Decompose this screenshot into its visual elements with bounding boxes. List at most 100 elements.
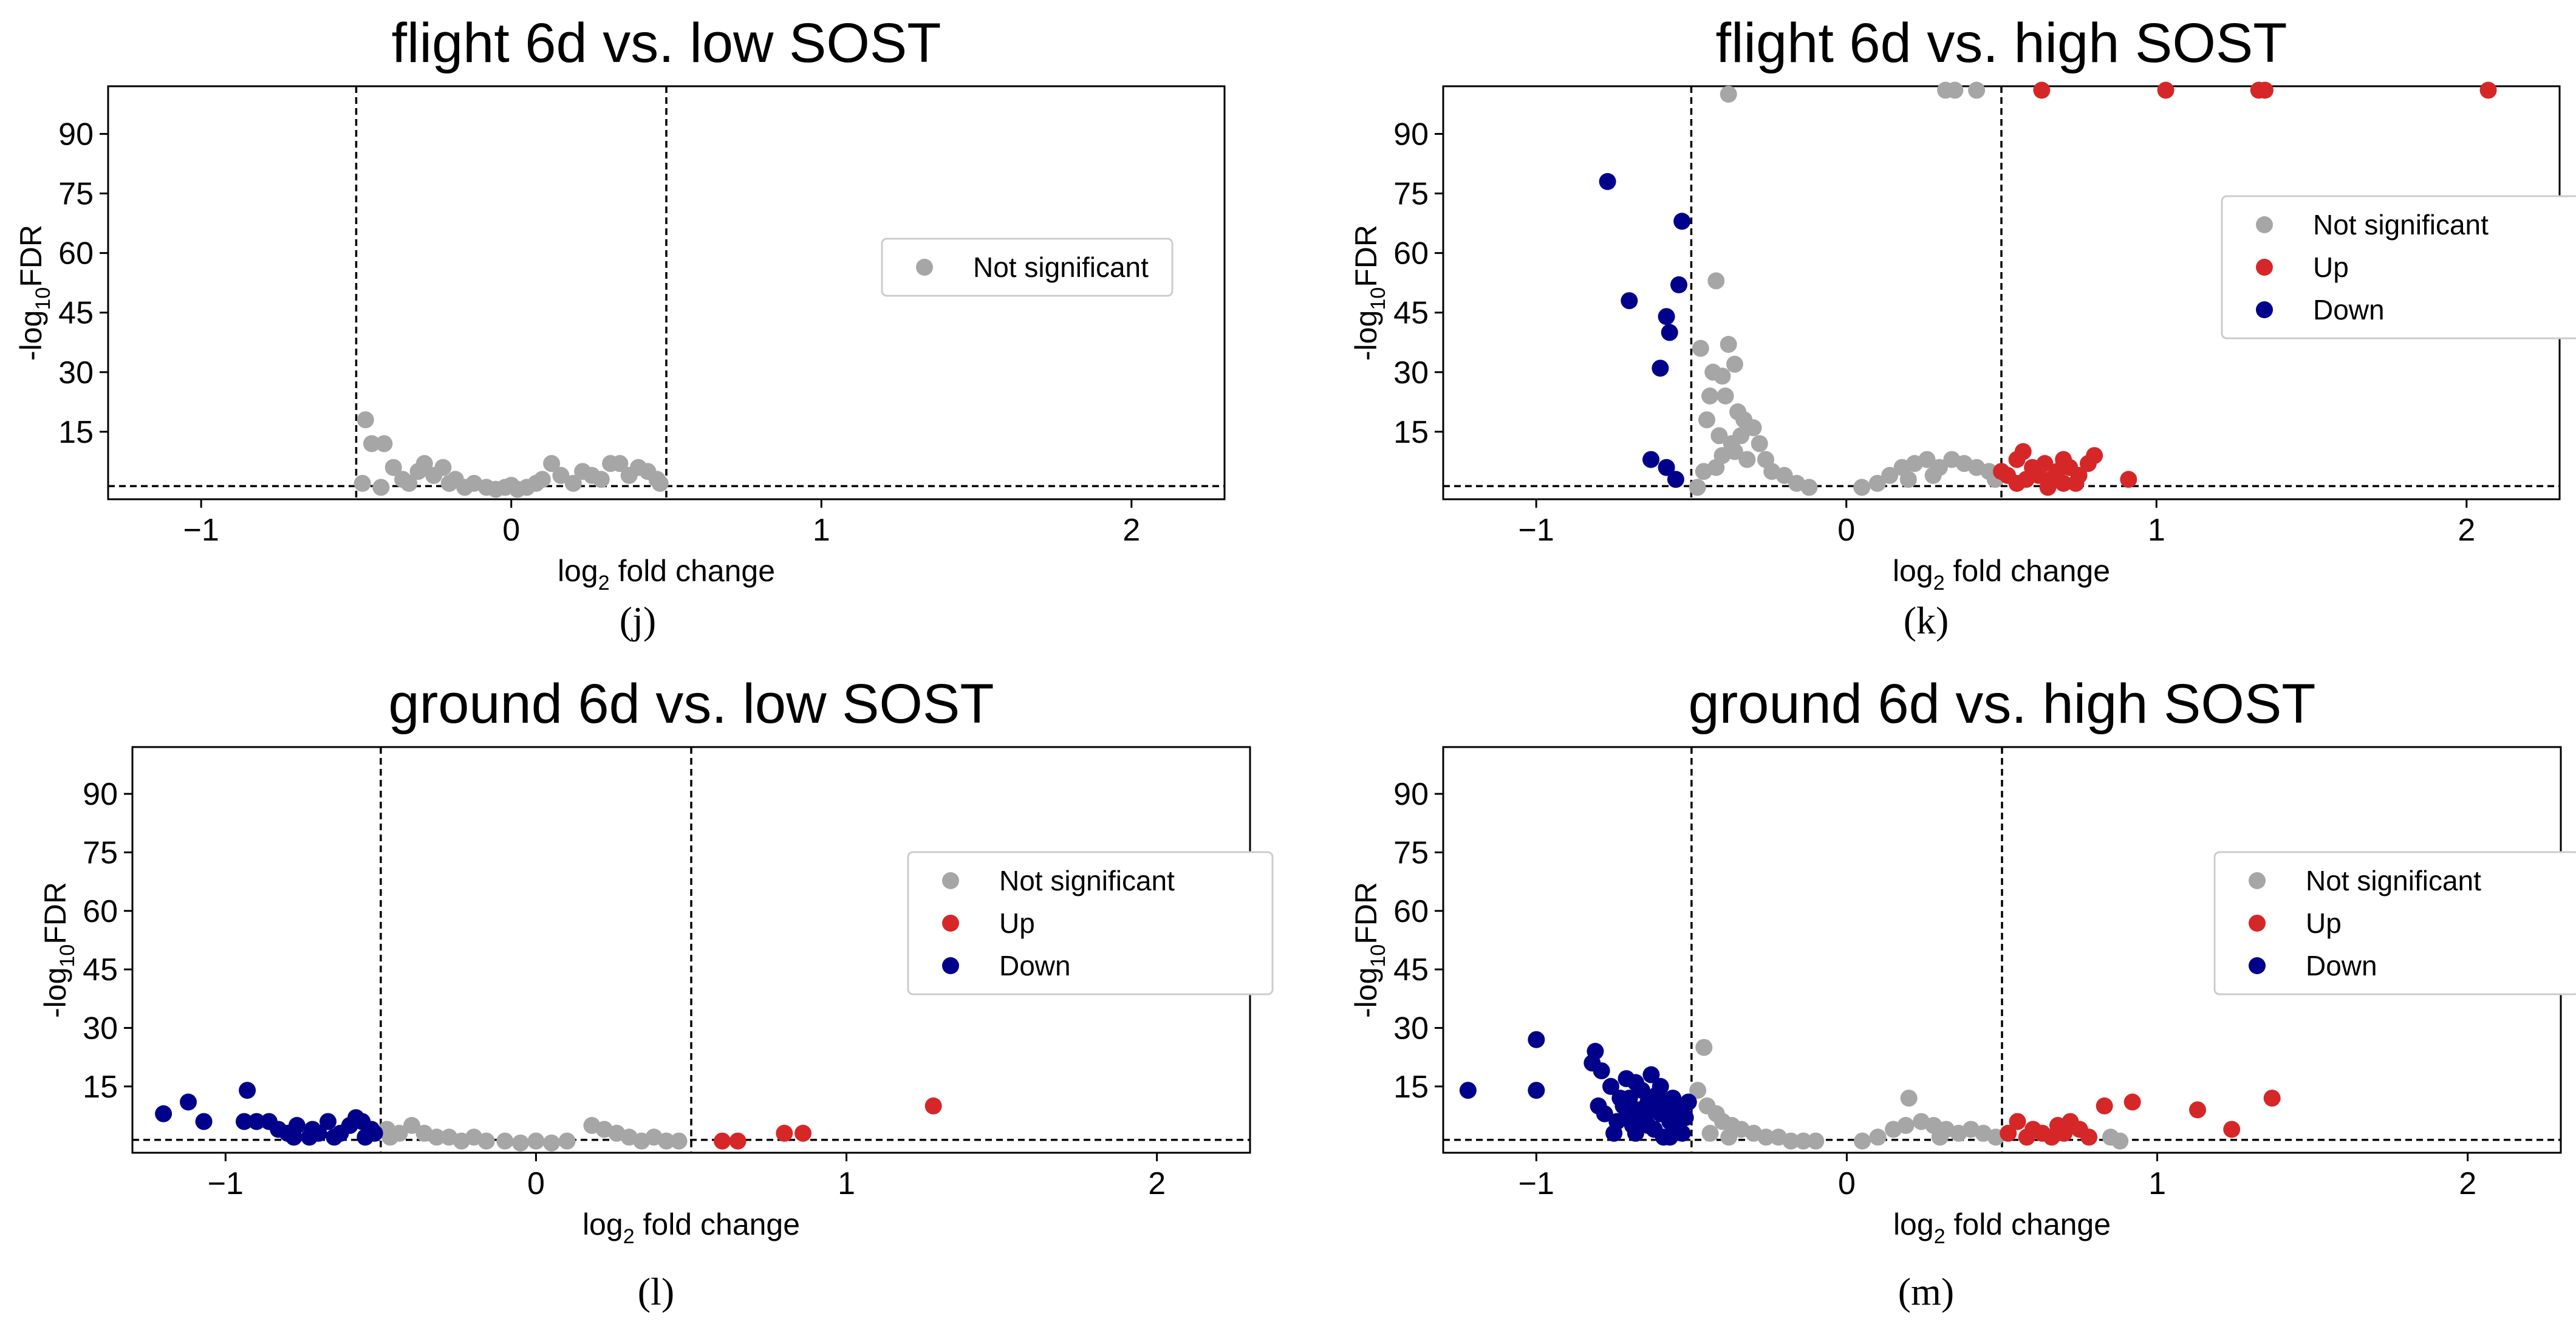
data-point <box>2014 443 2032 460</box>
y-tick-label: 75 <box>58 177 94 212</box>
data-point <box>2086 447 2103 465</box>
x-tick-label: −1 <box>183 513 219 548</box>
data-point <box>2120 471 2137 488</box>
y-tick-label: 90 <box>83 777 118 812</box>
data-point <box>1713 367 1731 385</box>
data-point <box>434 459 452 476</box>
data-point <box>502 477 520 494</box>
y-tick-label: 30 <box>1393 1011 1429 1046</box>
data-point <box>384 459 402 476</box>
data-point <box>1701 387 1719 404</box>
data-point <box>1602 1077 1619 1095</box>
data-point <box>729 1132 746 1150</box>
data-point <box>357 411 374 429</box>
y-tick-label: 75 <box>1393 177 1429 212</box>
data-point <box>552 466 570 484</box>
legend-label: Up <box>999 907 1035 939</box>
panel-label-l: (l) <box>637 1270 675 1313</box>
y-axis-label: -log10FDR <box>14 225 55 361</box>
points-group <box>155 1082 942 1152</box>
data-point <box>1584 1054 1601 1072</box>
x-tick-label: 0 <box>527 1166 545 1201</box>
data-point <box>1459 1082 1477 1099</box>
x-tick-label: 0 <box>1838 1166 1856 1201</box>
y-tick-label: 30 <box>58 355 94 391</box>
data-point <box>1794 1132 1812 1150</box>
data-point <box>1679 1093 1697 1111</box>
data-point <box>924 1097 942 1114</box>
data-point <box>1707 272 1725 290</box>
y-tick-label: 75 <box>1393 835 1429 870</box>
data-point <box>155 1105 173 1122</box>
data-point <box>319 1113 337 1130</box>
data-point <box>239 1082 256 1099</box>
data-point <box>304 1121 321 1138</box>
x-tick-label: 2 <box>2458 513 2475 548</box>
data-point <box>496 1132 514 1150</box>
data-point <box>794 1124 811 1142</box>
y-tick-label: 90 <box>1393 117 1429 152</box>
legend-marker <box>2256 301 2273 318</box>
data-point <box>1717 387 1734 404</box>
legend-box <box>2221 195 2576 340</box>
data-point <box>2039 479 2057 496</box>
data-point <box>1596 1105 1613 1122</box>
legend: Not significant Up Down <box>2221 195 2576 340</box>
data-point <box>347 1109 364 1127</box>
data-point <box>2111 1132 2129 1150</box>
y-tick-label: 60 <box>83 894 118 929</box>
x-tick-label: −1 <box>1519 1166 1554 1201</box>
y-axis-label: -log10FDR <box>1349 882 1390 1018</box>
points-group <box>1459 1031 2281 1150</box>
data-point <box>1918 451 1936 468</box>
data-point <box>354 474 371 492</box>
data-point <box>1946 81 1964 99</box>
data-point <box>776 1124 793 1142</box>
x-tick-label: 1 <box>2148 1166 2166 1201</box>
chart-title: ground 6d vs. high SOST <box>1688 673 2315 735</box>
points-group <box>1599 81 2497 496</box>
x-tick-label: 2 <box>2459 1166 2476 1201</box>
data-point <box>1899 471 1917 488</box>
legend-label: Down <box>999 950 1071 981</box>
data-point <box>1807 1132 1825 1150</box>
data-point <box>1642 451 1660 468</box>
data-point <box>2256 81 2274 99</box>
data-point <box>2223 1121 2241 1138</box>
data-point <box>1695 1039 1713 1056</box>
legend-marker <box>2256 259 2273 276</box>
volcano-panel-k: flight 6d vs. high SOST −1 0 1 2 15 30 45 60 75 90… <box>1288 0 2576 668</box>
data-point <box>1726 443 1743 460</box>
data-point <box>1639 1117 1657 1135</box>
x-tick-label: 0 <box>502 513 520 548</box>
data-point <box>285 1128 302 1146</box>
data-point <box>1720 336 1737 353</box>
data-point <box>1701 1124 1719 1142</box>
data-point <box>2036 455 2054 473</box>
data-point <box>1897 1117 1915 1135</box>
data-point <box>180 1093 197 1111</box>
data-point <box>248 1113 265 1130</box>
x-tick-label: 0 <box>1837 513 1855 548</box>
data-point <box>2080 1128 2098 1146</box>
legend-marker <box>2256 216 2273 233</box>
data-point <box>1658 459 1675 476</box>
data-point <box>1738 451 1756 468</box>
y-tick-label: 90 <box>1393 777 1429 812</box>
data-point <box>400 474 418 492</box>
data-point <box>1751 435 1768 452</box>
data-point <box>1658 308 1675 326</box>
data-point <box>1652 1077 1669 1095</box>
y-axis-label: -log10FDR <box>1349 225 1390 361</box>
volcano-chart-l: ground 6d vs. low SOST −1 0 1 2 15 30 45 60 75 90 l… <box>38 673 1274 1248</box>
x-tick-label: −1 <box>208 1166 244 1201</box>
data-point <box>511 1134 529 1152</box>
y-tick-label: 15 <box>83 1070 118 1105</box>
data-point <box>2049 1117 2066 1135</box>
y-tick-label: 60 <box>1393 894 1429 929</box>
volcano-chart-k: flight 6d vs. high SOST −1 0 1 2 15 30 45 60 75 90… <box>1349 12 2576 595</box>
y-tick-label: 90 <box>58 117 94 152</box>
data-point <box>1692 340 1709 357</box>
data-point <box>1528 1031 1545 1048</box>
x-tick-label: 1 <box>2148 513 2165 548</box>
